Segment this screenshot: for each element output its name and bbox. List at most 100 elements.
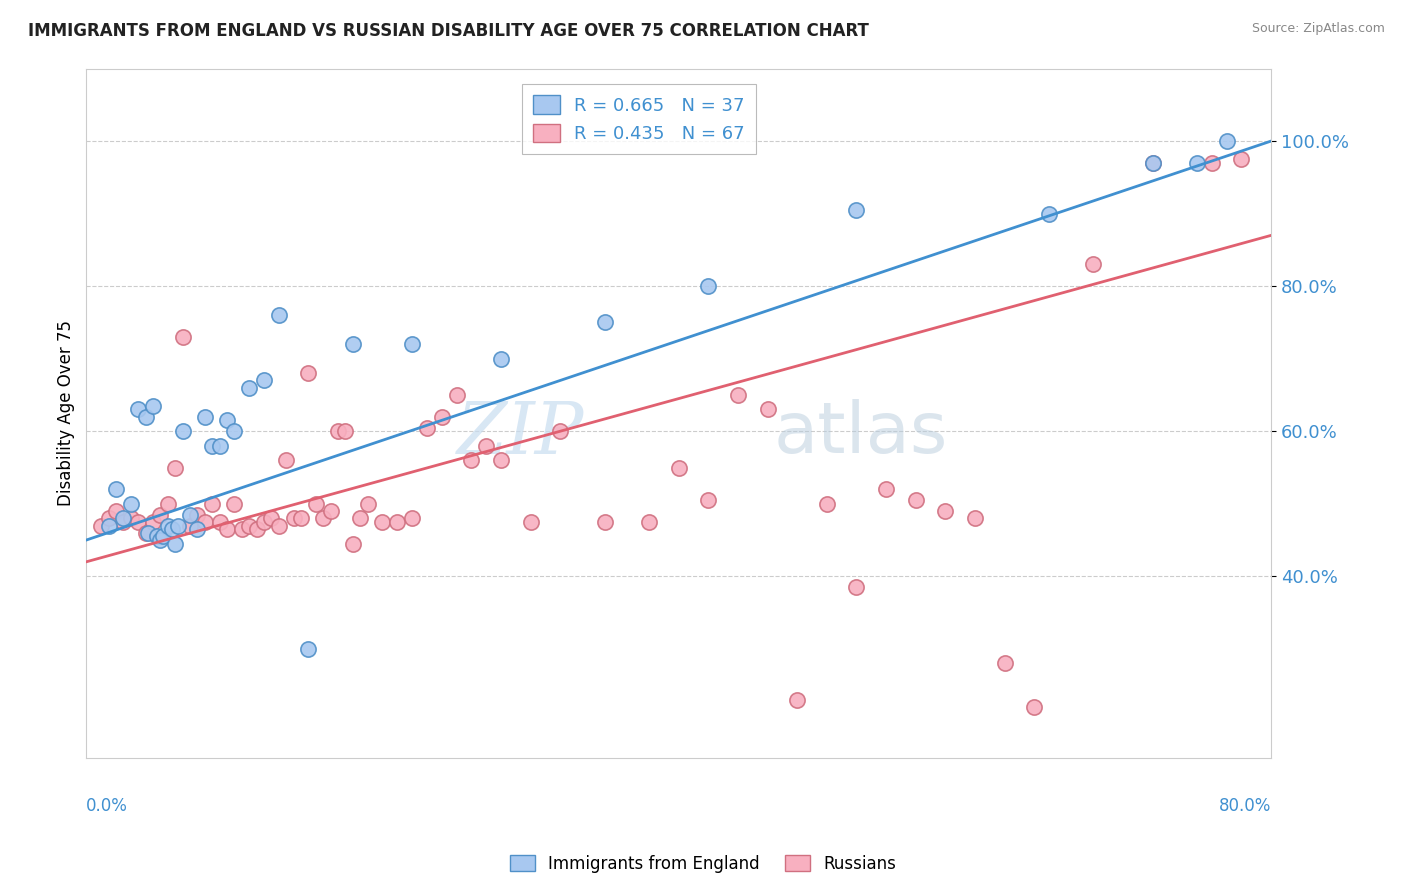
Point — [127, 402, 149, 417]
Point — [845, 202, 868, 217]
Legend: R = 0.665   N = 37, R = 0.435   N = 67: R = 0.665 N = 37, R = 0.435 N = 67 — [522, 85, 755, 153]
Point — [875, 483, 897, 497]
Point — [1215, 134, 1237, 148]
Point — [152, 529, 174, 543]
Point — [238, 381, 260, 395]
Point — [668, 460, 690, 475]
Point — [1201, 156, 1223, 170]
Point — [135, 525, 157, 540]
Point — [224, 424, 246, 438]
Point — [697, 279, 720, 293]
Point — [283, 511, 305, 525]
Point — [208, 515, 231, 529]
Point — [90, 518, 112, 533]
Point — [342, 337, 364, 351]
Point — [267, 308, 290, 322]
Point — [786, 692, 808, 706]
Point — [1142, 156, 1164, 170]
Point — [238, 518, 260, 533]
Point — [142, 515, 165, 529]
Point — [460, 453, 482, 467]
Point — [1230, 152, 1253, 166]
Point — [97, 511, 120, 525]
Point — [297, 641, 319, 656]
Point — [387, 515, 409, 529]
Point — [194, 409, 217, 424]
Point — [319, 504, 342, 518]
Point — [224, 497, 246, 511]
Point — [186, 522, 208, 536]
Point — [186, 508, 208, 522]
Point — [201, 497, 224, 511]
Point — [172, 330, 194, 344]
Point — [179, 518, 201, 533]
Point — [208, 439, 231, 453]
Point — [446, 388, 468, 402]
Point — [312, 511, 335, 525]
Point — [638, 515, 661, 529]
Point — [401, 337, 423, 351]
Point — [112, 511, 135, 525]
Point — [326, 424, 349, 438]
Point — [138, 525, 160, 540]
Point — [963, 511, 986, 525]
Point — [165, 460, 187, 475]
Point — [142, 399, 165, 413]
Point — [246, 522, 269, 536]
Point — [416, 420, 439, 434]
Point — [727, 388, 749, 402]
Point — [349, 511, 371, 525]
Point — [149, 533, 172, 547]
Point — [172, 424, 194, 438]
Point — [215, 522, 238, 536]
Point — [519, 515, 541, 529]
Point — [276, 453, 298, 467]
Point — [756, 402, 779, 417]
Point — [253, 515, 276, 529]
Point — [335, 424, 357, 438]
Point — [475, 439, 498, 453]
Text: 0.0%: 0.0% — [86, 797, 128, 814]
Point — [290, 511, 312, 525]
Point — [179, 508, 201, 522]
Point — [489, 351, 512, 366]
Point — [167, 518, 190, 533]
Point — [194, 515, 217, 529]
Point — [845, 580, 868, 594]
Text: IMMIGRANTS FROM ENGLAND VS RUSSIAN DISABILITY AGE OVER 75 CORRELATION CHART: IMMIGRANTS FROM ENGLAND VS RUSSIAN DISAB… — [28, 22, 869, 40]
Point — [201, 439, 224, 453]
Point — [120, 497, 142, 511]
Point — [1024, 699, 1046, 714]
Point — [160, 522, 183, 536]
Point — [146, 529, 169, 543]
Point — [305, 497, 328, 511]
Point — [127, 515, 149, 529]
Point — [267, 518, 290, 533]
Point — [120, 511, 142, 525]
Point — [165, 536, 187, 550]
Point — [104, 483, 127, 497]
Text: Source: ZipAtlas.com: Source: ZipAtlas.com — [1251, 22, 1385, 36]
Point — [260, 511, 283, 525]
Legend: Immigrants from England, Russians: Immigrants from England, Russians — [503, 848, 903, 880]
Point — [593, 515, 616, 529]
Point — [97, 518, 120, 533]
Point — [1083, 257, 1105, 271]
Text: atlas: atlas — [773, 400, 948, 468]
Point — [342, 536, 364, 550]
Point — [357, 497, 380, 511]
Point — [593, 315, 616, 329]
Point — [1185, 156, 1208, 170]
Point — [253, 374, 276, 388]
Point — [934, 504, 956, 518]
Text: 80.0%: 80.0% — [1219, 797, 1271, 814]
Point — [231, 522, 253, 536]
Point — [215, 413, 238, 427]
Point — [156, 497, 179, 511]
Point — [371, 515, 394, 529]
Point — [297, 366, 319, 380]
Point — [815, 497, 838, 511]
Point — [156, 518, 179, 533]
Point — [104, 504, 127, 518]
Point — [401, 511, 423, 525]
